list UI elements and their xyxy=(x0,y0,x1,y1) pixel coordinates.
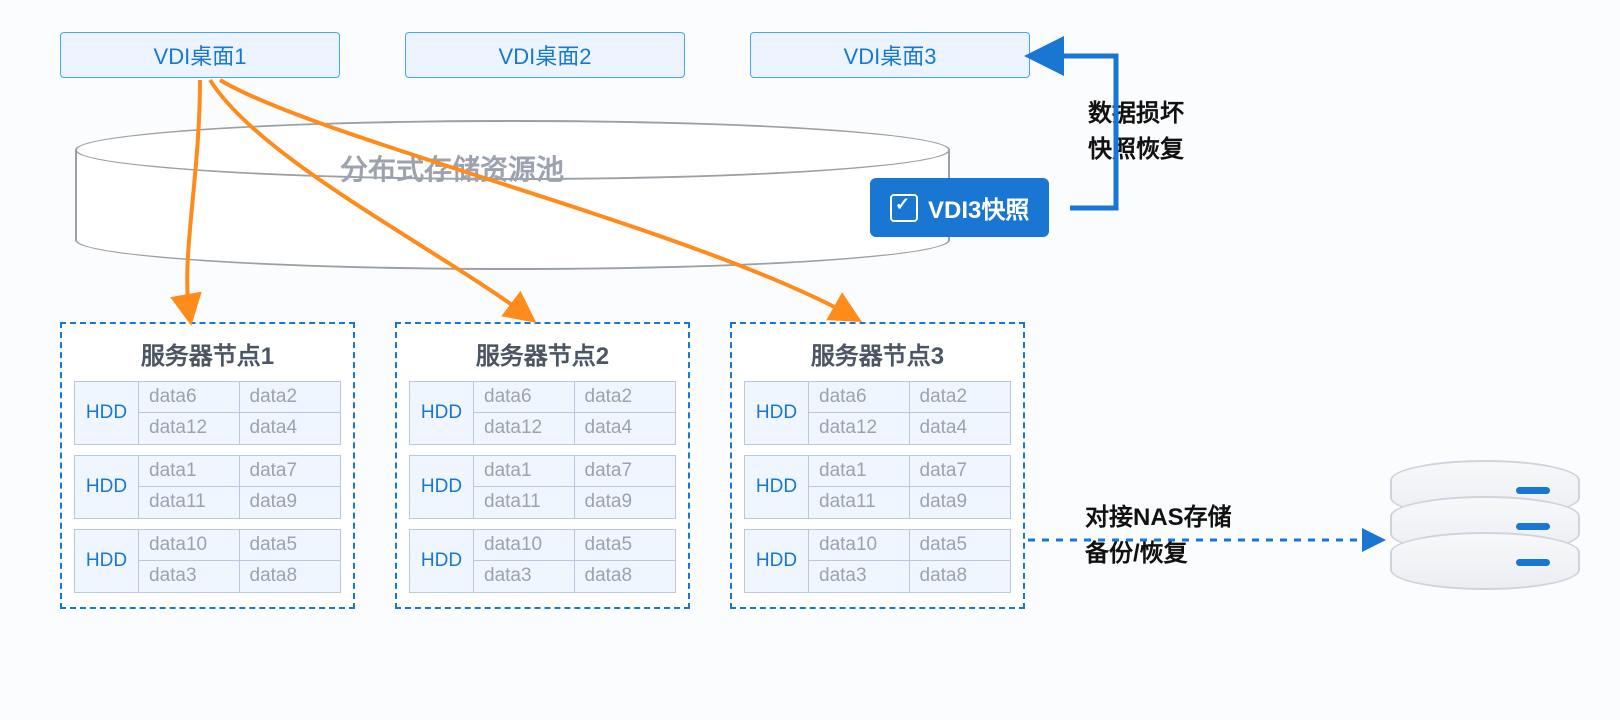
hdd-block: HDDdata10data5data3data8 xyxy=(409,529,676,593)
hdd-block: HDDdata1data7data11data9 xyxy=(74,455,341,519)
data-cell: data8 xyxy=(910,561,1011,592)
hdd-block: HDDdata1data7data11data9 xyxy=(409,455,676,519)
data-cell: data3 xyxy=(474,561,575,592)
hdd-block: HDDdata6data2data12data4 xyxy=(409,381,676,445)
data-cell: data7 xyxy=(240,456,341,487)
data-cell: data3 xyxy=(809,561,910,592)
data-cell: data10 xyxy=(809,530,910,561)
data-cell: data5 xyxy=(910,530,1011,561)
hdd-label: HDD xyxy=(75,456,139,518)
hdd-label: HDD xyxy=(745,382,809,444)
vdi-label: VDI桌面1 xyxy=(154,39,247,71)
vdi-label: VDI桌面3 xyxy=(844,39,937,71)
hdd-label: HDD xyxy=(745,456,809,518)
disk-indicator-icon xyxy=(1516,487,1550,494)
data-cell: data7 xyxy=(575,456,676,487)
data-cell: data9 xyxy=(240,487,341,518)
data-cell: data2 xyxy=(910,382,1011,413)
hdd-label: HDD xyxy=(410,382,474,444)
storage-pool-cylinder xyxy=(75,120,950,270)
data-cell: data8 xyxy=(240,561,341,592)
hdd-label: HDD xyxy=(410,456,474,518)
data-cell: data1 xyxy=(474,456,575,487)
data-cell: data1 xyxy=(809,456,910,487)
vdi-desktop-3: VDI桌面3 xyxy=(750,32,1030,78)
data-cell: data4 xyxy=(575,413,676,444)
text-line: 备份/恢复 xyxy=(1085,536,1232,572)
data-cell: data2 xyxy=(575,382,676,413)
nas-label: 对接NAS存储备份/恢复 xyxy=(1085,500,1232,572)
hdd-label: HDD xyxy=(75,382,139,444)
data-cell: data11 xyxy=(474,487,575,518)
data-cell: data8 xyxy=(575,561,676,592)
data-cell: data2 xyxy=(240,382,341,413)
nas-disk xyxy=(1390,532,1580,590)
server-title: 服务器节点2 xyxy=(409,336,676,371)
data-cell: data5 xyxy=(575,530,676,561)
hdd-block: HDDdata6data2data12data4 xyxy=(74,381,341,445)
snapshot-badge: VDI3快照 xyxy=(870,178,1049,237)
data-cell: data10 xyxy=(474,530,575,561)
nas-storage-icon xyxy=(1390,460,1580,590)
hdd-label: HDD xyxy=(745,530,809,592)
text-line: 数据损坏 xyxy=(1088,96,1184,132)
data-cell: data5 xyxy=(240,530,341,561)
restore-label: 数据损坏快照恢复 xyxy=(1088,96,1184,168)
checkbox-icon xyxy=(890,194,918,222)
data-cell: data9 xyxy=(575,487,676,518)
server-node-2: 服务器节点2HDDdata6data2data12data4HDDdata1da… xyxy=(395,322,690,609)
data-cell: data12 xyxy=(809,413,910,444)
disk-indicator-icon xyxy=(1516,523,1550,530)
data-cell: data6 xyxy=(474,382,575,413)
vdi-desktop-2: VDI桌面2 xyxy=(405,32,685,78)
server-title: 服务器节点3 xyxy=(744,336,1011,371)
data-cell: data7 xyxy=(910,456,1011,487)
vdi-label: VDI桌面2 xyxy=(499,39,592,71)
data-cell: data4 xyxy=(240,413,341,444)
vdi-desktop-1: VDI桌面1 xyxy=(60,32,340,78)
storage-pool-label: 分布式存储资源池 xyxy=(340,148,564,188)
data-cell: data11 xyxy=(139,487,240,518)
disk-indicator-icon xyxy=(1516,559,1550,566)
data-cell: data12 xyxy=(139,413,240,444)
server-node-3: 服务器节点3HDDdata6data2data12data4HDDdata1da… xyxy=(730,322,1025,609)
hdd-block: HDDdata1data7data11data9 xyxy=(744,455,1011,519)
data-cell: data3 xyxy=(139,561,240,592)
server-title: 服务器节点1 xyxy=(74,336,341,371)
data-cell: data10 xyxy=(139,530,240,561)
data-cell: data11 xyxy=(809,487,910,518)
data-cell: data9 xyxy=(910,487,1011,518)
hdd-block: HDDdata10data5data3data8 xyxy=(744,529,1011,593)
data-cell: data6 xyxy=(139,382,240,413)
server-node-1: 服务器节点1HDDdata6data2data12data4HDDdata1da… xyxy=(60,322,355,609)
data-cell: data1 xyxy=(139,456,240,487)
hdd-block: HDDdata6data2data12data4 xyxy=(744,381,1011,445)
hdd-block: HDDdata10data5data3data8 xyxy=(74,529,341,593)
text-line: 对接NAS存储 xyxy=(1085,500,1232,536)
data-cell: data4 xyxy=(910,413,1011,444)
text-line: 快照恢复 xyxy=(1088,132,1184,168)
snapshot-label: VDI3快照 xyxy=(928,190,1029,225)
hdd-label: HDD xyxy=(410,530,474,592)
data-cell: data6 xyxy=(809,382,910,413)
data-cell: data12 xyxy=(474,413,575,444)
hdd-label: HDD xyxy=(75,530,139,592)
